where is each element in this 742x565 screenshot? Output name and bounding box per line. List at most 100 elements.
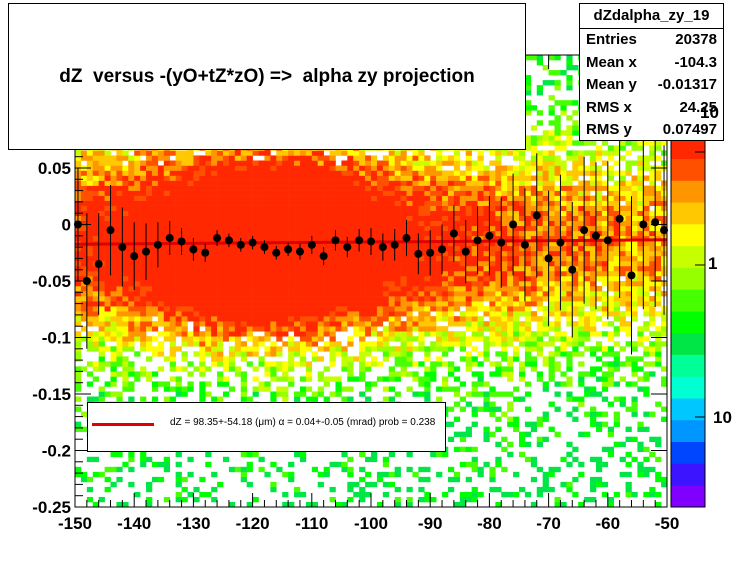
heatmap-cell	[554, 160, 561, 166]
heatmap-cell	[199, 306, 206, 312]
heatmap-cell	[524, 175, 532, 181]
heatmap-cell	[519, 281, 526, 287]
heatmap-cell	[507, 391, 514, 397]
heatmap-cell	[436, 185, 443, 191]
heatmap-cell	[146, 356, 153, 362]
heatmap-cell	[258, 386, 265, 392]
heatmap-cell	[199, 366, 206, 372]
heatmap-cell	[424, 306, 431, 312]
heatmap-cell	[471, 491, 478, 498]
heatmap-cell	[519, 170, 526, 176]
heatmap-cell	[305, 306, 313, 312]
heatmap-cell	[234, 255, 242, 262]
heatmap-cell	[294, 351, 301, 357]
heatmap-cell	[371, 341, 378, 347]
heatmap-cell	[519, 205, 526, 211]
heatmap-cell	[181, 366, 188, 372]
heatmap-cell	[282, 331, 289, 337]
heatmap-cell	[181, 476, 188, 483]
heatmap-cell	[507, 376, 514, 382]
heatmap-cell	[507, 180, 514, 186]
heatmap-cell	[317, 165, 324, 171]
heatmap-cell	[341, 195, 348, 201]
heatmap-cell	[175, 265, 182, 272]
heatmap-cell	[513, 331, 520, 337]
heatmap-cell	[524, 220, 532, 227]
heatmap-cell	[477, 255, 484, 262]
heatmap-cell	[335, 185, 342, 191]
heatmap-cell	[205, 270, 212, 277]
heatmap-cell	[371, 321, 378, 327]
heatmap-cell	[181, 170, 188, 176]
heatmap-cell	[359, 250, 366, 257]
heatmap-cell	[412, 200, 419, 206]
heatmap-cell	[98, 301, 105, 307]
heatmap-cell	[175, 180, 182, 186]
heatmap-cell	[80, 155, 88, 161]
heatmap-cell	[335, 296, 342, 302]
heatmap-cell	[86, 170, 94, 176]
heatmap-cell	[104, 250, 111, 257]
heatmap-cell	[264, 230, 271, 237]
heatmap-cell	[299, 200, 307, 206]
heatmap-cell	[116, 396, 123, 402]
heatmap-cell	[234, 245, 242, 252]
heatmap-cell	[317, 291, 324, 297]
heatmap-cell	[252, 451, 259, 458]
heatmap-cell	[341, 316, 348, 322]
heatmap-cell	[323, 466, 330, 473]
heatmap-cell	[217, 210, 224, 217]
heatmap-cell	[536, 170, 543, 176]
heatmap-cell	[495, 366, 502, 372]
heatmap-cell	[566, 306, 573, 312]
heatmap-cell	[436, 205, 443, 211]
heatmap-cell	[80, 195, 88, 201]
heatmap-cell	[394, 175, 401, 181]
heatmap-cell	[513, 301, 520, 307]
heatmap-cell	[507, 371, 514, 377]
heatmap-cell	[134, 220, 141, 227]
heatmap-cell	[436, 316, 443, 322]
heatmap-cell	[199, 356, 206, 362]
heatmap-cell	[294, 195, 301, 201]
heatmap-cell	[110, 296, 117, 302]
heatmap-cell	[246, 180, 253, 186]
heatmap-cell	[477, 155, 484, 161]
heatmap-cell	[146, 200, 153, 206]
heatmap-cell	[376, 255, 384, 262]
heatmap-cell	[513, 235, 520, 242]
heatmap-cell	[187, 491, 194, 498]
heatmap-cell	[80, 476, 88, 483]
heatmap-cell	[453, 501, 461, 508]
heatmap-cell	[548, 180, 555, 186]
heatmap-cell	[347, 311, 354, 317]
heatmap-cell	[495, 426, 502, 432]
heatmap-cell	[347, 361, 354, 367]
heatmap-cell	[193, 205, 200, 211]
heatmap-cell	[388, 175, 395, 181]
heatmap-cell	[75, 406, 82, 412]
heatmap-cell	[459, 200, 467, 206]
heatmap-cell	[169, 351, 176, 357]
heatmap-cell	[359, 195, 366, 201]
heatmap-cell	[536, 150, 543, 156]
heatmap-cell	[477, 351, 484, 357]
heatmap-cell	[566, 215, 573, 222]
heatmap-cell	[134, 326, 141, 332]
heatmap-cell	[294, 291, 301, 297]
heatmap-cell	[376, 306, 384, 312]
heatmap-cell	[442, 306, 449, 312]
heatmap-cell	[228, 361, 236, 367]
heatmap-cell	[169, 215, 176, 222]
heatmap-cell	[92, 311, 99, 317]
heatmap-cell	[240, 301, 247, 307]
heatmap-cell	[104, 235, 111, 242]
heatmap-cell	[98, 361, 105, 367]
heatmap-cell	[347, 195, 354, 201]
heatmap-cell	[294, 155, 301, 161]
heatmap-cell	[465, 260, 472, 267]
heatmap-cell	[347, 481, 354, 488]
heatmap-cell	[140, 331, 147, 337]
heatmap-cell	[223, 190, 230, 196]
heatmap-cell	[483, 336, 490, 342]
